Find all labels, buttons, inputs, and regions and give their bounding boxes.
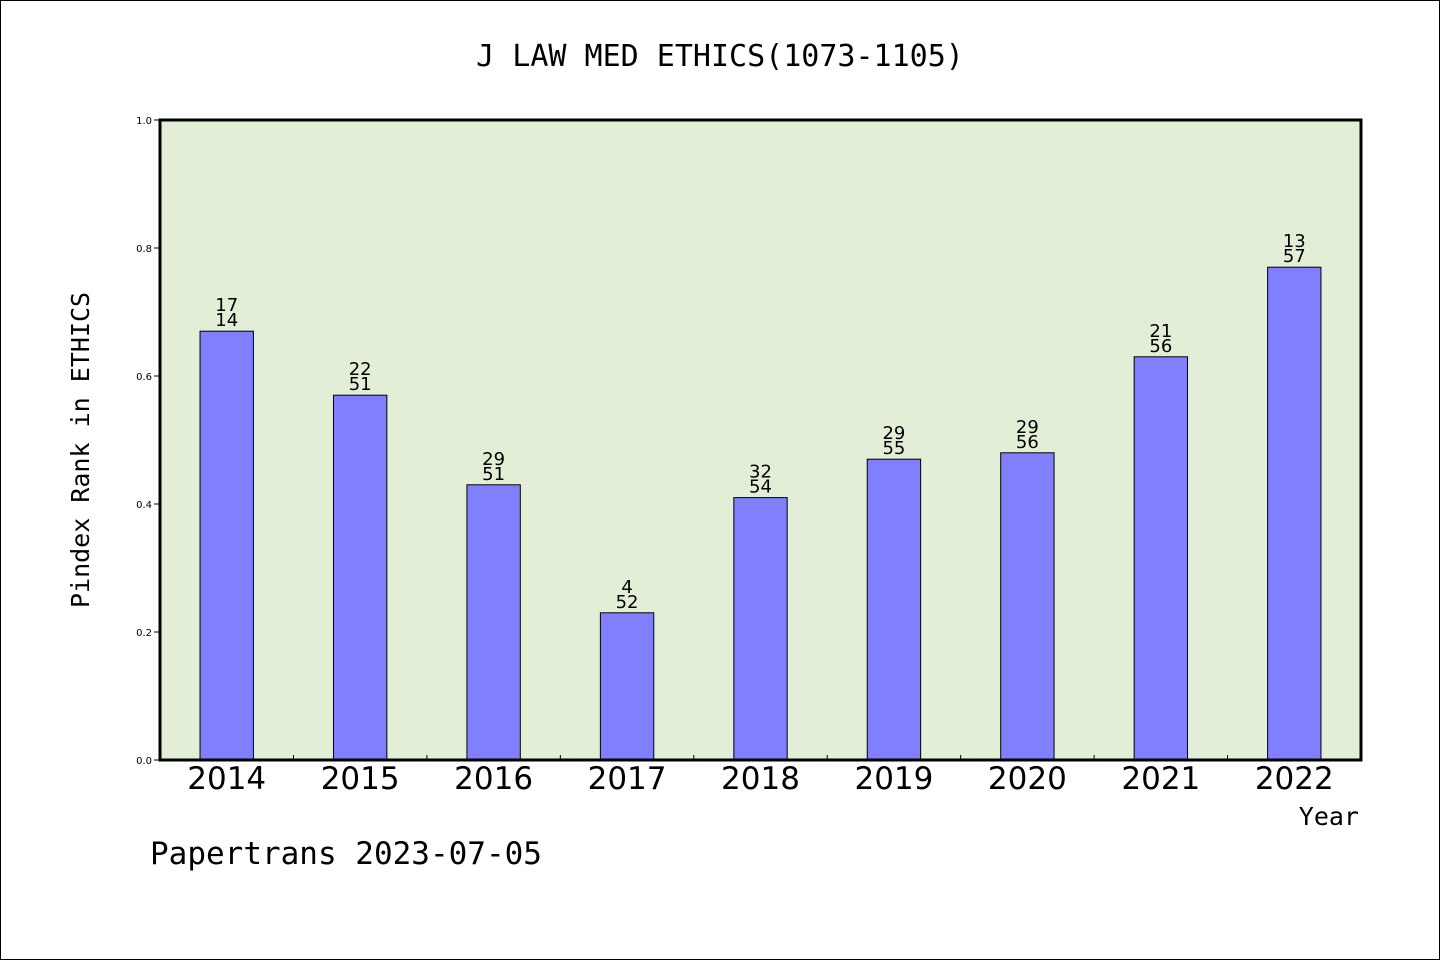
x-tick-label: 2014 — [187, 761, 266, 797]
x-tick-label: 2017 — [588, 761, 667, 797]
x-tick-label: 2015 — [321, 761, 400, 797]
bar-label-bottom: 51 — [482, 464, 505, 485]
bar-label-top: 13 — [1283, 231, 1306, 252]
bar-2022 — [1267, 266, 1322, 761]
y-tick-label: 0.6 — [136, 372, 152, 383]
x-tick-label: 2020 — [988, 761, 1067, 797]
bar-label-top: 29 — [1016, 417, 1039, 438]
bar-2015 — [332, 394, 388, 761]
bar-label-bottom: 57 — [1283, 246, 1306, 267]
bar-label-bottom: 51 — [349, 374, 372, 395]
plot-border — [158, 118, 1363, 762]
x-tick-label: 2019 — [854, 761, 933, 797]
x-tick-label: 2018 — [721, 761, 800, 797]
y-tick-label: 0.0 — [136, 756, 152, 767]
bar-2019 — [866, 458, 922, 761]
bar-label-bottom: 14 — [215, 310, 238, 331]
x-tick-label: 2016 — [454, 761, 533, 797]
bar-label-top: 32 — [749, 462, 772, 483]
bar-2018 — [733, 497, 788, 761]
bar-2016 — [466, 484, 521, 761]
bar-2017 — [599, 612, 655, 761]
y-tick-label: 1.0 — [136, 116, 152, 127]
bar-label-top: 29 — [482, 449, 505, 470]
x-axis-label: Year — [1299, 802, 1359, 831]
x-axis: 2014 2015 2016 2017 2018 2019 2020 2021 2022 — [187, 755, 1334, 797]
x-tick-label: 2022 — [1255, 761, 1334, 797]
y-tick-label: 0.2 — [136, 628, 152, 639]
bar-label-bottom: 56 — [1016, 432, 1039, 453]
bar-label-bottom: 54 — [749, 477, 772, 498]
footer-text: Papertrans 2023-07-05 — [150, 836, 542, 872]
bar-label-bottom: 56 — [1149, 336, 1172, 357]
bar-2021 — [1133, 356, 1189, 761]
x-tick-label: 2021 — [1121, 761, 1200, 797]
bar-label-top: 21 — [1149, 321, 1172, 342]
bar-label-top: 22 — [349, 359, 372, 380]
y-tick-label: 0.4 — [136, 500, 152, 511]
y-axis-label: Pindex Rank in ETHICS — [66, 292, 95, 608]
bars — [199, 266, 1322, 761]
chart-title: J LAW MED ETHICS(1073-1105) — [476, 39, 964, 74]
bar-label-bottom: 55 — [882, 438, 905, 459]
bar-label-top: 29 — [882, 423, 905, 444]
y-tick-label: 0.8 — [136, 244, 152, 255]
bar-label-top: 4 — [621, 577, 632, 598]
y-axis: 0.0 0.2 0.4 0.6 0.8 1.0 — [136, 116, 160, 767]
bar-label-top: 17 — [215, 295, 238, 316]
bar-2014 — [199, 330, 254, 761]
bar-label-bottom: 52 — [616, 592, 639, 613]
bar-2020 — [1000, 452, 1055, 761]
